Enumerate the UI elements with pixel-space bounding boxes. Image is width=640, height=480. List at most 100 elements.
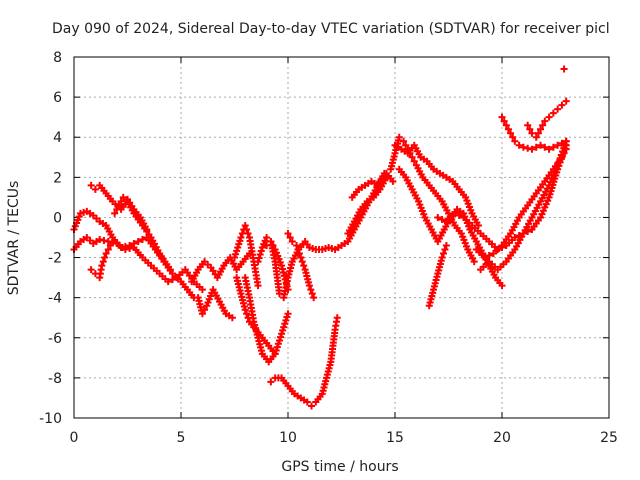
data-point-track-i: [241, 306, 249, 314]
data-marker-track-j: [281, 320, 289, 328]
data-marker-track-k: [257, 247, 265, 255]
data-point-track-o: [284, 229, 292, 237]
data-marker-track-x: [556, 154, 564, 162]
x-tick-label: 10: [279, 430, 297, 446]
data-point-track-n: [389, 177, 397, 185]
data-marker-track-y: [532, 143, 540, 151]
data-point-track-o: [293, 242, 301, 250]
data-point-track-w: [481, 254, 489, 262]
data-marker-track-d: [104, 246, 112, 254]
data-point-track-z: [532, 133, 540, 141]
data-point-track-o: [297, 254, 305, 262]
data-point-track-e: [119, 193, 127, 201]
data-point-track-e: [115, 201, 123, 209]
data-point-track-u: [442, 242, 450, 250]
data-marker-track-h: [234, 244, 242, 252]
data-point-track-d: [87, 266, 95, 274]
x-tick-label: 15: [386, 430, 404, 446]
data-point-outlier: [560, 65, 568, 73]
data-marker-track-k: [256, 251, 264, 259]
data-point-track-b: [121, 246, 129, 254]
data-marker-track-x: [555, 158, 563, 166]
data-point-track-m: [303, 398, 311, 406]
data-marker-track-o: [300, 262, 308, 270]
data-marker-track-j: [275, 336, 283, 344]
data-point-track-v: [434, 213, 442, 221]
y-tick-label: 6: [53, 90, 62, 106]
data-marker-track-a: [138, 236, 146, 244]
data-marker-track-j: [279, 326, 287, 334]
y-tick-label: 8: [53, 50, 62, 66]
data-point-track-y: [511, 137, 519, 145]
data-marker-track-y: [558, 139, 566, 147]
data-marker-track-j: [273, 343, 281, 351]
data-point-track-y: [528, 145, 536, 153]
x-axis-label: GPS time / hours: [281, 459, 398, 475]
data-point-track-j: [271, 350, 279, 358]
data-point-track-d: [98, 262, 106, 270]
data-marker-track-e: [113, 205, 121, 213]
data-point-track-a: [134, 238, 142, 246]
data-point-track-d: [102, 250, 110, 258]
data-point-track-o: [288, 238, 296, 246]
data-points: [70, 65, 570, 410]
data-point-track-c: [87, 181, 95, 189]
y-tick-label: -6: [48, 331, 62, 347]
data-marker-track-z: [539, 121, 547, 129]
data-marker-track-y: [549, 143, 557, 151]
data-marker-track-v: [455, 211, 463, 219]
y-tick-label: -10: [39, 411, 62, 427]
data-marker-track-j: [283, 313, 291, 321]
data-point-track-o: [310, 294, 318, 302]
data-point-track-y: [502, 121, 510, 129]
data-marker-track-l: [269, 242, 277, 250]
data-point-track-m: [267, 378, 275, 386]
data-marker-track-k: [255, 254, 263, 262]
x-tick-label: 25: [600, 430, 618, 446]
data-point-track-e: [111, 209, 119, 217]
data-marker-track-h: [233, 247, 241, 255]
data-marker-track-u: [441, 246, 449, 254]
data-marker-track-i: [243, 310, 251, 318]
data-marker-track-d: [101, 254, 109, 262]
y-tick-label: -4: [48, 291, 62, 307]
data-marker-track-d: [99, 258, 107, 266]
data-marker-track-h: [243, 225, 251, 233]
data-marker-track-x: [559, 148, 567, 156]
data-point-track-b: [164, 278, 172, 286]
data-marker-track-b: [100, 237, 108, 245]
data-marker-track-j: [272, 346, 280, 354]
data-point-track-u: [438, 254, 446, 262]
data-marker-track-y: [541, 143, 549, 151]
data-marker-track-j: [274, 340, 282, 348]
x-tick-label: 0: [70, 430, 79, 446]
data-point-track-c: [91, 185, 99, 193]
data-point-track-y: [554, 141, 562, 149]
data-point-track-y: [515, 141, 523, 149]
data-point-track-y: [519, 143, 527, 151]
data-marker-track-z: [526, 125, 534, 133]
data-point-track-m: [333, 314, 341, 322]
y-tick-label: 2: [53, 170, 62, 186]
data-marker-track-y: [509, 133, 517, 141]
data-point-track-r: [408, 153, 416, 161]
data-point-track-y: [507, 129, 515, 137]
data-marker-track-h: [236, 237, 244, 245]
data-point-track-d: [106, 242, 114, 250]
data-point-track-z: [562, 97, 570, 105]
data-point-track-j: [278, 330, 286, 338]
data-point-track-l: [263, 242, 271, 250]
data-point-track-o: [305, 282, 313, 290]
data-marker-track-x: [557, 151, 565, 159]
chart-title: Day 090 of 2024, Sidereal Day-to-day VTE…: [52, 21, 610, 37]
y-axis-label: SDTVAR / TECUs: [6, 181, 22, 296]
data-point-track-z: [537, 125, 545, 133]
data-marker-track-o: [307, 286, 315, 294]
data-point-track-r: [395, 133, 403, 141]
data-marker-track-y: [524, 144, 532, 152]
data-point-track-c: [166, 266, 174, 274]
data-marker-track-r: [410, 157, 418, 165]
data-point-track-q: [380, 169, 388, 177]
data-point-track-r: [470, 258, 478, 266]
data-point-track-x: [554, 161, 562, 169]
